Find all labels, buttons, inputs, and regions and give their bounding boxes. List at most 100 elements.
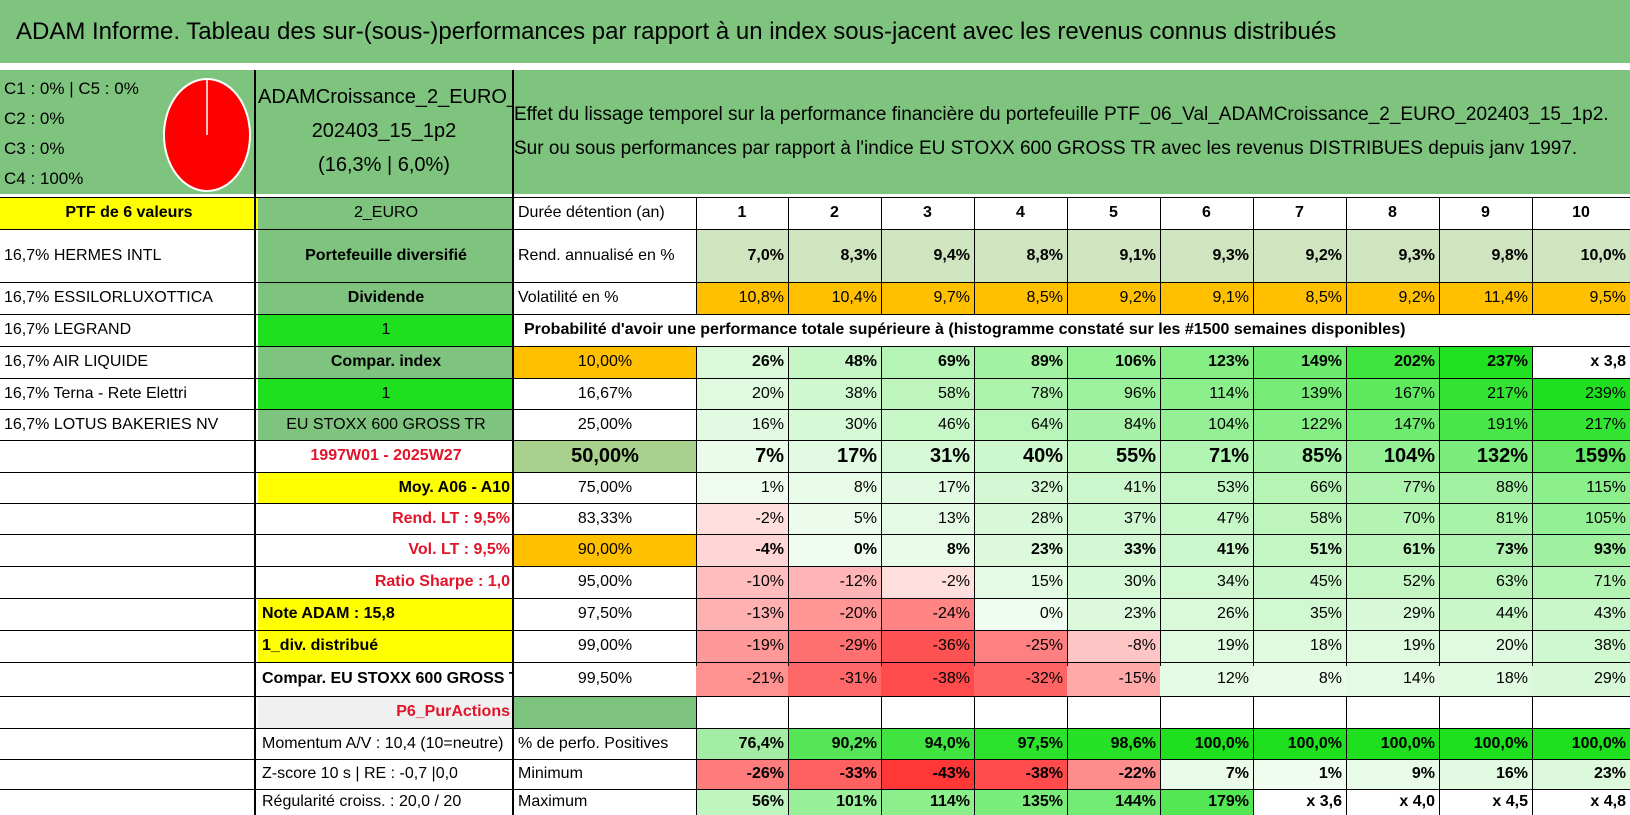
grid-line: [1160, 696, 1161, 815]
probability-value-8-7: 35%: [1253, 598, 1346, 630]
rend-value-3: 9,4%: [881, 229, 974, 282]
grid-line: [0, 534, 1630, 535]
stats-value-0-10: 100,0%: [1532, 728, 1630, 759]
year-header-2: 2: [830, 204, 839, 221]
stats-value-1-3: -43%: [881, 759, 974, 789]
grid-line: [788, 346, 789, 666]
probability-value-3-2: 17%: [788, 440, 881, 472]
probability-value-10-10: 29%: [1532, 662, 1630, 696]
probability-threshold-9: 99,00%: [577, 637, 633, 654]
probability-value-2-1: 16%: [696, 409, 788, 440]
probability-value-7-5: 30%: [1067, 566, 1160, 598]
vol-value-2: 10,4%: [788, 282, 881, 314]
stats-value-2-8: x 4,0: [1399, 793, 1435, 810]
grid-line: [0, 314, 1630, 315]
probability-value-9-5: -8%: [1067, 630, 1160, 662]
probability-value-6-5: 33%: [1067, 534, 1160, 566]
probability-value-0-10: x 3,8: [1590, 353, 1626, 370]
grid-line: [0, 346, 1630, 347]
probability-value-10-3: -38%: [881, 662, 974, 696]
rend-value-9: 9,8%: [1439, 229, 1532, 282]
stock-row-0: PTF de 6 valeurs: [0, 197, 258, 229]
probability-value-5-6: 47%: [1160, 503, 1253, 534]
probability-threshold-5: 83,33%: [577, 509, 633, 527]
info-cell-9: Rend. LT : 9,5%: [392, 509, 510, 527]
probability-value-2-4: 64%: [974, 409, 1067, 440]
probability-value-7-6: 34%: [1160, 566, 1253, 598]
stats-label-1: Minimum: [518, 765, 583, 782]
grid-line: [1439, 696, 1440, 815]
year-header-1: 1: [737, 204, 747, 221]
probability-value-3-10: 159%: [1532, 440, 1630, 472]
composition-pie-chart: [163, 78, 251, 192]
probability-value-5-9: 81%: [1439, 503, 1532, 534]
grid-line: [881, 696, 882, 815]
info-cell-8: Moy. A06 - A10: [258, 472, 514, 503]
description-panel: [514, 70, 1630, 194]
stats-value-0-8: 100,0%: [1346, 728, 1439, 759]
grid-line: [1346, 346, 1347, 666]
rend-value-6: 9,3%: [1160, 229, 1253, 282]
probability-value-0-2: 48%: [788, 346, 881, 378]
info-cell-5: 1: [258, 378, 514, 409]
year-header-6: 6: [1202, 204, 1211, 221]
probability-threshold-10: 99,50%: [577, 670, 633, 687]
portfolio-name-2: 202403_15_1p2: [311, 120, 457, 142]
grid-line: [1253, 346, 1254, 666]
info-cell-4: Compar. index: [258, 346, 514, 378]
portfolio-header: ADAMCroissance_2_EURO_ 202403_15_1p2 (16…: [258, 80, 518, 182]
grid-line: [0, 503, 1630, 504]
year-header-7: 7: [1295, 204, 1304, 221]
probability-value-7-4: 15%: [974, 566, 1067, 598]
probability-value-2-2: 30%: [788, 409, 881, 440]
probability-value-4-7: 66%: [1253, 472, 1346, 503]
probability-value-4-2: 8%: [788, 472, 881, 503]
stats-value-1-2: -33%: [788, 759, 881, 789]
probability-value-0-3: 69%: [881, 346, 974, 378]
grid-line: [1160, 197, 1161, 315]
vol-value-4: 8,5%: [974, 282, 1067, 314]
probability-value-3-9: 132%: [1439, 440, 1532, 472]
rend-value-5: 9,1%: [1067, 229, 1160, 282]
stats-value-1-8: 9%: [1346, 759, 1439, 789]
spacer-cell: [514, 696, 696, 728]
info-cell-2: Dividende: [258, 282, 514, 314]
probability-value-5-1: -2%: [696, 503, 788, 534]
probability-value-0-7: 149%: [1253, 346, 1346, 378]
probability-value-8-10: 43%: [1532, 598, 1630, 630]
stats-value-1-10: 23%: [1532, 759, 1630, 789]
grid-line: [1067, 197, 1068, 315]
probability-value-3-7: 85%: [1253, 440, 1346, 472]
probability-value-10-6: 12%: [1160, 662, 1253, 696]
info-cell-18: Régularité croiss. : 20,0 / 20: [262, 793, 462, 810]
info-cell-10: Vol. LT : 9,5%: [408, 541, 510, 558]
probability-value-7-9: 63%: [1439, 566, 1532, 598]
grid-line: [0, 197, 1630, 198]
grid-line: [0, 789, 1630, 790]
grid-line: [788, 696, 789, 815]
probability-value-8-8: 29%: [1346, 598, 1439, 630]
grid-line: [0, 728, 1630, 729]
stats-value-0-2: 90,2%: [788, 728, 881, 759]
grid-line: [696, 346, 697, 666]
grid-line: [0, 598, 1630, 599]
probability-value-2-9: 191%: [1439, 409, 1532, 440]
grid-line: [974, 696, 975, 815]
probability-value-7-7: 45%: [1253, 566, 1346, 598]
grid-line: [1253, 696, 1254, 815]
probability-value-5-8: 70%: [1346, 503, 1439, 534]
probability-value-2-8: 147%: [1346, 409, 1439, 440]
grid-line: [1439, 346, 1440, 666]
probability-value-8-1: -13%: [696, 598, 788, 630]
info-cell-16: Momentum A/V : 10,4 (10=neutre): [262, 734, 504, 752]
vol-value-5: 9,2%: [1067, 282, 1160, 314]
vol-value-8: 9,2%: [1346, 282, 1439, 314]
composition-legend: C1 : 0% | C5 : 0% C2 : 0% C3 : 0% C4 : 1…: [4, 74, 139, 194]
stats-value-1-7: 1%: [1253, 759, 1346, 789]
grid-line: [1346, 197, 1347, 315]
vol-value-1: 10,8%: [696, 282, 788, 314]
stats-value-2-3: 114%: [881, 789, 974, 815]
stats-value-2-4: 135%: [974, 789, 1067, 815]
legend-line-4: C4 : 100%: [4, 169, 84, 188]
stats-value-2-1: 56%: [696, 789, 788, 815]
